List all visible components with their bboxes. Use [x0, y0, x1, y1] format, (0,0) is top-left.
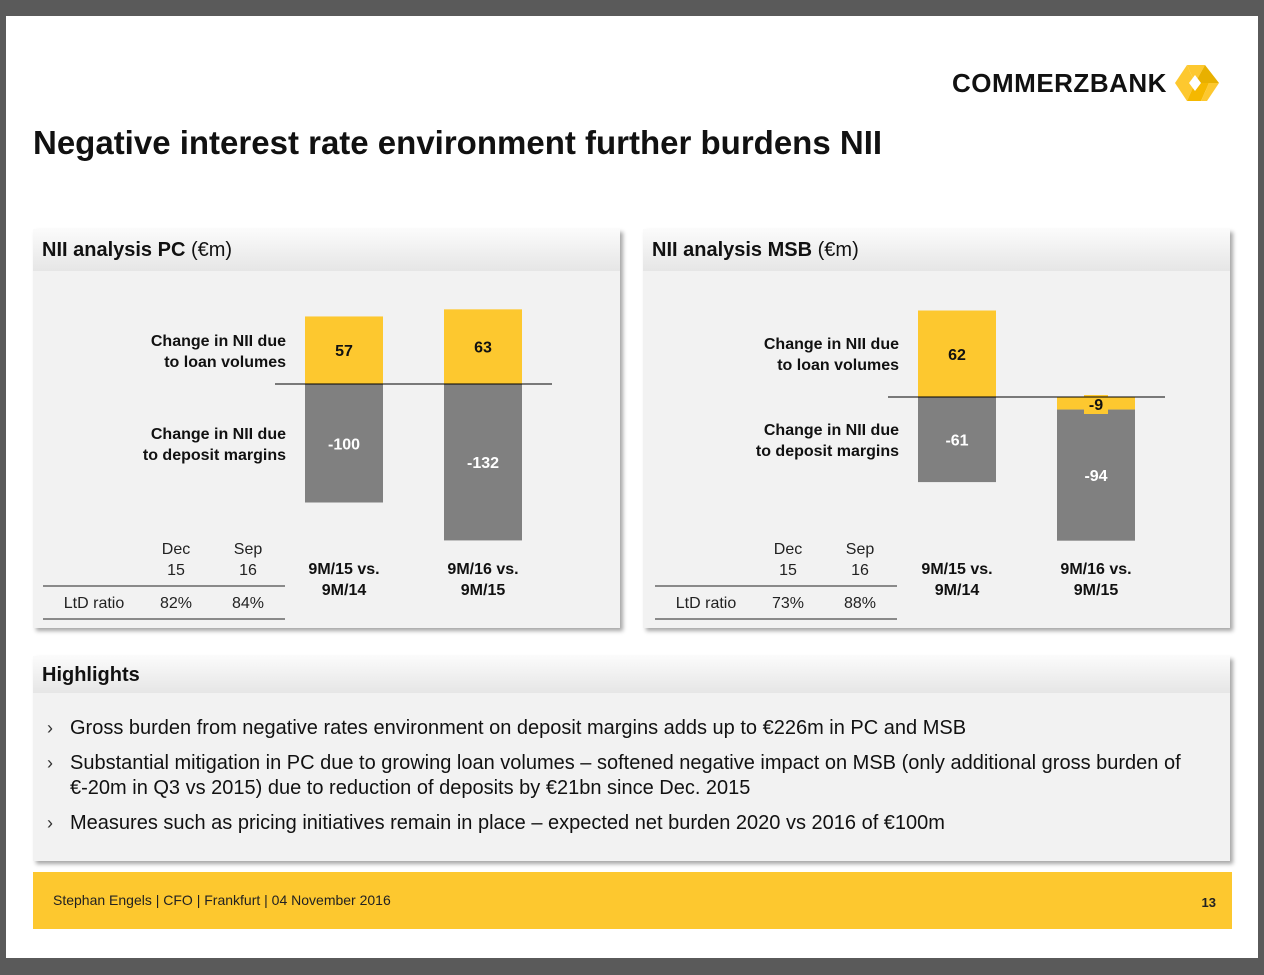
panel-header: [33, 229, 620, 271]
chevron-right-icon: ›: [47, 813, 53, 833]
category-label-1-line-2: 9M/15: [461, 582, 506, 599]
category-label-1-line-2: 9M/15: [1074, 582, 1119, 599]
category-label-0-line-1: 9M/15 vs.: [308, 561, 379, 578]
chevron-right-icon: ›: [47, 753, 53, 773]
category-label-0-line-2: 9M/14: [935, 582, 980, 599]
ltd-value-sep: 84%: [232, 595, 264, 612]
label-deposit-line-2: to deposit margins: [756, 443, 899, 460]
ltd-header-sep: Sep: [234, 541, 263, 558]
highlight-text: Substantial mitigation in PC due to grow…: [70, 752, 1181, 799]
label-loan-line-1: Change in NII due: [151, 333, 286, 350]
highlight-item: › Gross burden from negative rates envir…: [47, 716, 1210, 741]
value-label-loan-1: -9: [1089, 397, 1103, 414]
bar-deposit-0: [918, 397, 996, 483]
panel-title-bold: NII analysis MSB: [652, 239, 813, 261]
category-label-1-line-1: 9M/16 vs.: [1060, 561, 1131, 578]
bar-deposit-1: [1057, 409, 1135, 541]
chevron-right-icon: ›: [47, 718, 53, 738]
label-loan-line-2: to loan volumes: [777, 357, 899, 374]
ltd-row-label: LtD ratio: [64, 595, 125, 612]
value-label-loan-1: 63: [474, 340, 492, 357]
bar-loan-0: [918, 310, 996, 397]
ltd-value-sep: 88%: [844, 595, 876, 612]
commerzbank-ribbon-icon: [1174, 65, 1219, 101]
value-label-loan-0: 57: [335, 343, 353, 360]
slide: COMMERZBANK Negative interest rate envir…: [6, 16, 1258, 958]
ltd-header-sep: Sep: [846, 541, 875, 558]
ltd-header-sep-year: 16: [851, 562, 869, 579]
category-label-0-line-1: 9M/15 vs.: [921, 561, 992, 578]
bar-deposit-0: [305, 384, 383, 503]
category-label-0-line-2: 9M/14: [322, 582, 367, 599]
label-loan-line-1: Change in NII due: [764, 336, 899, 353]
value-label-deposit-0: -100: [328, 436, 360, 453]
highlights-list: › Gross burden from negative rates envir…: [47, 716, 1210, 846]
highlight-text: Gross burden from negative rates environ…: [70, 717, 967, 739]
highlights-header: [33, 656, 1230, 693]
value-label-loan-0: 62: [948, 347, 966, 364]
footer-text: Stephan Engels | CFO | Frankfurt | 04 No…: [53, 892, 391, 908]
panel-title: NII analysis PC (€m): [42, 239, 232, 262]
value-label-deposit-1: -94: [1084, 468, 1107, 485]
bar-deposit-1: [444, 384, 522, 541]
panel-highlights: Highlights › Gross burden from negative …: [33, 656, 1230, 861]
ltd-header-dec: Dec: [162, 541, 190, 558]
ltd-header-dec: Dec: [774, 541, 802, 558]
highlight-item: › Measures such as pricing initiatives r…: [47, 811, 1210, 836]
label-deposit-line-2: to deposit margins: [143, 447, 286, 464]
panel-title-unit: (€m): [190, 239, 233, 261]
ltd-header-sep-year: 16: [239, 562, 257, 579]
highlights-title: Highlights: [42, 664, 140, 686]
ltd-header-dec-year: 15: [779, 562, 797, 579]
panel-title-unit: (€m): [817, 239, 859, 261]
chart-nii-msb: Change in NII due to loan volumes Change…: [655, 310, 1165, 620]
value-label-deposit-0: -61: [945, 433, 968, 450]
panel-header: [643, 229, 1230, 271]
ltd-value-dec: 82%: [160, 595, 192, 612]
footer-bar: Stephan Engels | CFO | Frankfurt | 04 No…: [33, 872, 1232, 929]
chart-nii-pc: Change in NII due to loan volumes Change…: [43, 309, 552, 620]
commerzbank-logo: COMMERZBANK: [952, 63, 1219, 103]
slide-title: Negative interest rate environment furth…: [33, 124, 883, 161]
category-label-1-line-1: 9M/16 vs.: [447, 561, 518, 578]
label-loan-line-2: to loan volumes: [164, 354, 286, 371]
panel-title-bold: NII analysis PC: [42, 239, 186, 261]
panel-title: NII analysis MSB (€m): [652, 239, 859, 262]
label-deposit-line-1: Change in NII due: [764, 422, 899, 439]
panel-nii-pc: NII analysis PC (€m) Change in NII due t…: [33, 229, 620, 628]
bar-loan-0: [305, 316, 383, 384]
highlight-text: Measures such as pricing initiatives rem…: [70, 812, 945, 834]
ltd-header-dec-year: 15: [167, 562, 185, 579]
page-number: 13: [1201, 895, 1216, 910]
logo-text: COMMERZBANK: [952, 67, 1167, 98]
value-label-background: [1084, 395, 1108, 414]
bar-loan-1: [444, 309, 522, 384]
ltd-row-label: LtD ratio: [676, 595, 737, 612]
value-label-deposit-1: -132: [467, 455, 499, 472]
highlight-item: › Substantial mitigation in PC due to gr…: [47, 751, 1210, 801]
ltd-value-dec: 73%: [772, 595, 804, 612]
label-deposit-line-1: Change in NII due: [151, 426, 286, 443]
panel-nii-msb: NII analysis MSB (€m) Change in NII due …: [643, 229, 1230, 628]
